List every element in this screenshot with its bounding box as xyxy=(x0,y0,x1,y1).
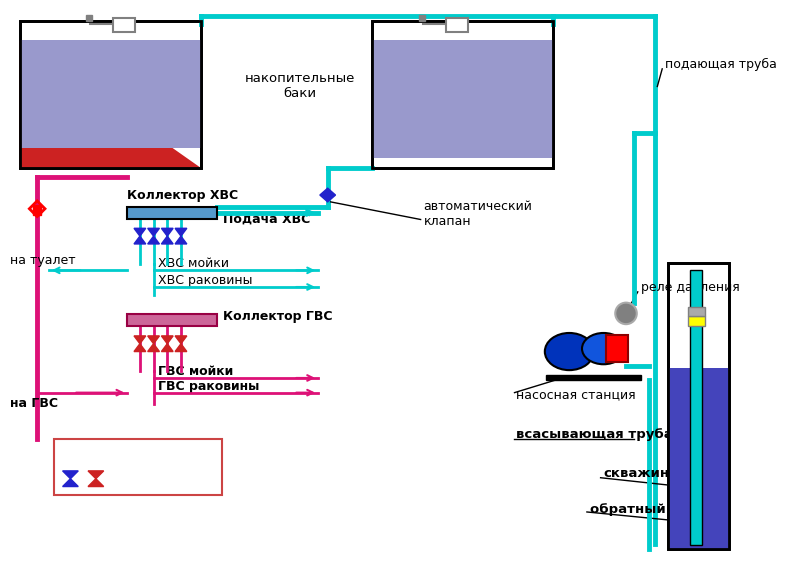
Bar xyxy=(372,21,553,168)
Polygon shape xyxy=(320,188,335,202)
Bar xyxy=(606,335,628,362)
Bar xyxy=(34,205,41,215)
Text: автоматический
клапан: автоматический клапан xyxy=(423,199,533,227)
Bar xyxy=(446,18,467,32)
Polygon shape xyxy=(148,228,159,236)
Ellipse shape xyxy=(545,333,594,370)
Polygon shape xyxy=(134,228,146,236)
Bar xyxy=(668,262,729,549)
Bar xyxy=(19,41,201,148)
Bar xyxy=(19,21,201,168)
Text: ХВС мойки: ХВС мойки xyxy=(158,257,230,270)
Polygon shape xyxy=(175,344,187,352)
Text: Подача ХВС: Подача ХВС xyxy=(223,213,310,225)
Text: на туалет: на туалет xyxy=(10,253,75,266)
Bar xyxy=(372,21,553,168)
Text: подающая труба: подающая труба xyxy=(665,58,777,72)
Bar xyxy=(127,207,217,218)
Polygon shape xyxy=(175,228,187,236)
Bar xyxy=(19,21,201,168)
Bar xyxy=(546,375,641,380)
Polygon shape xyxy=(88,478,104,486)
Text: реле давления: реле давления xyxy=(641,281,739,295)
Polygon shape xyxy=(134,236,146,244)
Polygon shape xyxy=(175,236,187,244)
Bar xyxy=(86,15,92,21)
Polygon shape xyxy=(148,336,159,344)
Bar xyxy=(690,270,702,545)
Bar xyxy=(127,315,217,326)
Text: Коллектор ГВС: Коллектор ГВС xyxy=(223,310,333,323)
Circle shape xyxy=(615,303,637,324)
Polygon shape xyxy=(88,471,104,478)
Bar xyxy=(418,15,425,21)
Polygon shape xyxy=(162,228,173,236)
Text: Коллектор ХВС: Коллектор ХВС xyxy=(127,189,238,202)
Text: - краны.: - краны. xyxy=(110,472,177,486)
Text: ХВС раковины: ХВС раковины xyxy=(158,274,253,287)
Text: всасывающая труба: всасывающая труба xyxy=(517,428,674,441)
Polygon shape xyxy=(162,236,173,244)
Polygon shape xyxy=(148,236,159,244)
Text: ГВС раковины: ГВС раковины xyxy=(158,380,260,393)
Polygon shape xyxy=(162,336,173,344)
Text: на ГВС: на ГВС xyxy=(10,397,58,410)
Bar xyxy=(54,438,222,495)
Polygon shape xyxy=(19,41,201,168)
Polygon shape xyxy=(148,344,159,352)
Bar xyxy=(668,368,729,549)
Text: скважина: скважина xyxy=(603,468,678,480)
Text: насосная станция: насосная станция xyxy=(517,388,636,401)
Bar xyxy=(372,41,553,158)
Text: обратный клапан: обратный клапан xyxy=(590,503,726,516)
Polygon shape xyxy=(162,344,173,352)
Text: накопительные
баки: накопительные баки xyxy=(245,72,355,100)
Bar xyxy=(114,18,135,32)
Polygon shape xyxy=(134,344,146,352)
Bar xyxy=(688,307,706,316)
Bar xyxy=(688,316,706,326)
Polygon shape xyxy=(62,478,78,486)
Ellipse shape xyxy=(582,333,625,364)
Polygon shape xyxy=(134,336,146,344)
Polygon shape xyxy=(175,336,187,344)
Bar xyxy=(668,262,729,549)
Polygon shape xyxy=(62,471,78,478)
Text: ГВС мойки: ГВС мойки xyxy=(158,365,234,378)
